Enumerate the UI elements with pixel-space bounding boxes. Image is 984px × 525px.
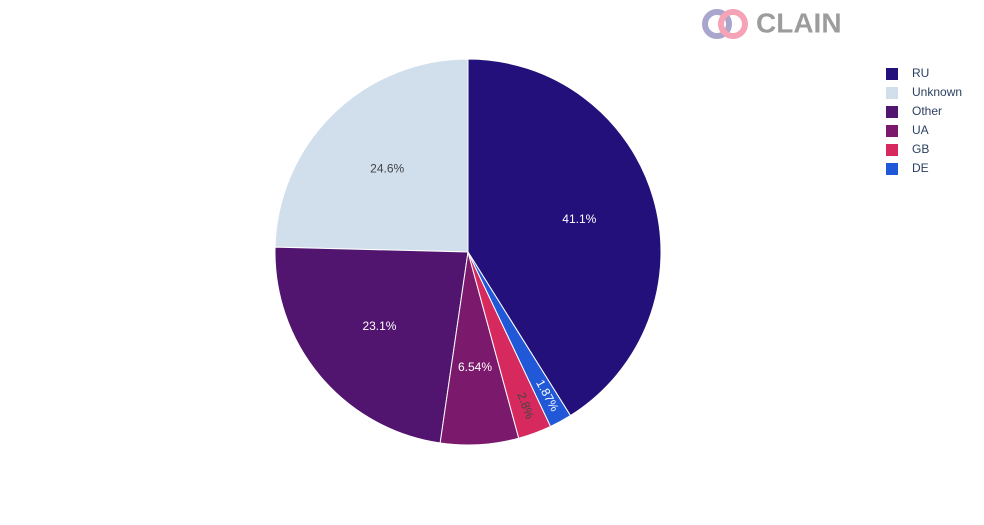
pie-slice [467, 58, 662, 417]
pie-slice [467, 251, 572, 428]
legend-swatch [886, 87, 898, 99]
legend-swatch [886, 144, 898, 156]
legend-label: DE [912, 161, 929, 175]
pie-slice [274, 246, 469, 444]
slice-label: 6.54% [458, 360, 492, 374]
legend-swatch [886, 106, 898, 118]
logo-text: CLAIN [756, 7, 842, 38]
legend-label: GB [912, 142, 929, 156]
slice-label: 23.1% [362, 319, 396, 333]
legend-label: Other [912, 104, 942, 118]
legend-swatch [886, 68, 898, 80]
slice-label: 41.1% [562, 212, 596, 226]
logo-ring [702, 9, 732, 39]
logo: CLAIN [702, 7, 842, 39]
legend-label: Unknown [912, 85, 962, 99]
slice-label: 24.6% [370, 161, 404, 175]
legend-label: UA [912, 123, 929, 137]
logo-ring [718, 9, 748, 39]
legend-label: RU [912, 66, 929, 80]
pie-slice [274, 58, 469, 253]
legend-swatch [886, 163, 898, 175]
legend-swatch [886, 125, 898, 137]
